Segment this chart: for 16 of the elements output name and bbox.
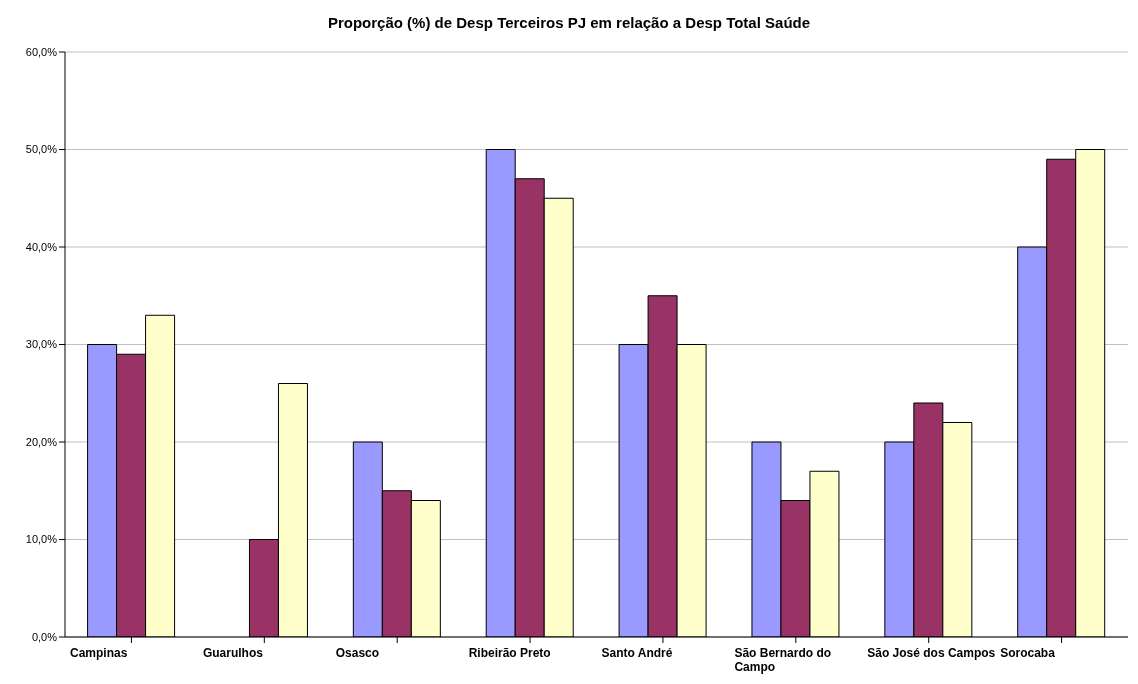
x-tick-label: Osasco — [335, 646, 380, 660]
x-tick-label: São José dos Campos — [867, 646, 996, 660]
y-tick-label: 30,0% — [25, 338, 58, 351]
y-tick-label: 20,0% — [25, 435, 58, 448]
x-tick-label: Ribeirão Preto — [468, 646, 551, 660]
y-tick-label: 40,0% — [25, 240, 58, 253]
chart-title: Proporção (%) de Desp Terceiros PJ em relação a Desp Total Saúde — [326, 14, 812, 31]
y-tick-label: 60,0% — [25, 45, 58, 58]
x-tick-label: Sorocaba — [1000, 646, 1056, 660]
y-tick-label: 10,0% — [25, 533, 58, 546]
y-tick-label: 0,0% — [31, 630, 58, 643]
y-tick-label: 50,0% — [25, 143, 58, 156]
x-tick-label: Guarulhos — [202, 646, 264, 660]
x-tick-label: Santo André — [601, 646, 673, 660]
x-tick-label: Campinas — [70, 646, 128, 660]
x-tick-label: São Bernardo do Campo — [734, 646, 832, 674]
